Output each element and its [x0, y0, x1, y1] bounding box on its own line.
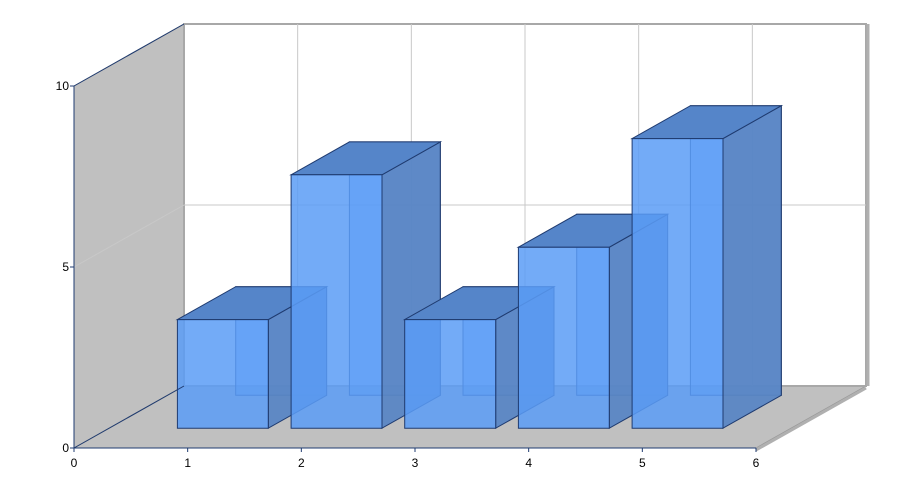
bar	[630, 104, 784, 430]
x-tick-label: 6	[753, 456, 760, 470]
x-tick-label: 2	[298, 456, 305, 470]
bar-front	[517, 246, 610, 429]
y-tick-label: 10	[56, 79, 70, 93]
bar-front	[176, 319, 269, 429]
y-tick-label: 5	[62, 260, 69, 274]
gridline-y-side	[73, 204, 185, 268]
x-tick-label: 5	[639, 456, 646, 470]
tick-labels: 0 1 2 3 4 5 6 0 5 10	[56, 79, 760, 470]
bar-front	[404, 319, 497, 429]
floor-depth-edge	[73, 385, 185, 449]
x-tick-label: 4	[525, 456, 532, 470]
bar-side	[722, 104, 782, 430]
bars	[175, 104, 784, 430]
bar-front	[290, 174, 383, 429]
bar-front	[631, 138, 724, 429]
floor-edge	[755, 386, 867, 452]
x-tick-label: 1	[184, 456, 191, 470]
x-tick-label: 0	[71, 456, 78, 470]
y-tick-label: 0	[62, 441, 69, 455]
top-depth-edge	[73, 23, 185, 87]
x-tick-label: 3	[412, 456, 419, 470]
axes	[70, 23, 757, 452]
